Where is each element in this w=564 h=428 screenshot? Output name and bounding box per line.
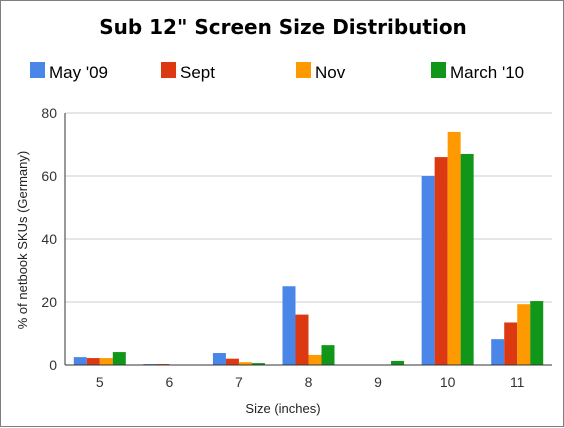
legend-swatch (431, 62, 446, 78)
x-tick-label: 10 (440, 374, 456, 390)
bar (504, 322, 518, 365)
legend-label: Sept (180, 63, 215, 82)
legend-swatch (296, 62, 311, 78)
bar (391, 360, 405, 365)
bar (295, 314, 309, 365)
bar (86, 358, 100, 365)
gridlines (65, 112, 552, 303)
bar (434, 157, 448, 365)
y-tick-label: 40 (41, 231, 57, 247)
bar (251, 363, 265, 365)
bar (238, 362, 252, 365)
x-tick-label: 9 (374, 374, 382, 390)
axes (64, 113, 552, 366)
bar (321, 345, 335, 365)
legend-label: Nov (315, 63, 346, 82)
legend-swatch (161, 62, 176, 78)
bar (112, 352, 126, 365)
legend-item: Sept (161, 62, 215, 82)
y-tick-label: 80 (41, 105, 57, 121)
bar (460, 153, 474, 365)
legend-item: March '10 (431, 62, 524, 82)
x-tick-label: 11 (510, 374, 525, 390)
y-tick-label: 0 (49, 357, 57, 373)
bar (225, 358, 239, 365)
bar (447, 131, 461, 365)
legend-swatch (30, 62, 45, 78)
bar (282, 286, 296, 365)
y-tick-label: 20 (41, 294, 57, 310)
bar (99, 358, 113, 365)
x-tick-label: 7 (235, 374, 243, 390)
bar (308, 354, 322, 365)
bar (73, 357, 87, 365)
bar (517, 304, 531, 365)
x-tick-labels: 5 6 7 8 9 10 11 (96, 374, 525, 390)
bar (491, 339, 505, 365)
legend-item: Nov (296, 62, 346, 82)
legend: May '09 Sept Nov March '10 (30, 62, 524, 82)
legend-item: May '09 (30, 62, 108, 82)
legend-label: May '09 (49, 63, 108, 82)
bar (212, 353, 226, 365)
x-tick-label: 6 (165, 374, 173, 390)
x-tick-label: 8 (305, 374, 313, 390)
y-tick-label: 60 (41, 168, 57, 184)
bar (530, 301, 544, 365)
x-axis-title: Size (inches) (245, 401, 320, 416)
x-tick-label: 5 (96, 374, 104, 390)
y-axis-title: % of netbook SKUs (Germany) (15, 151, 30, 329)
bar (421, 176, 435, 365)
bars (73, 131, 544, 365)
legend-label: March '10 (450, 63, 524, 82)
chart-title: Sub 12" Screen Size Distribution (99, 15, 467, 39)
y-tick-labels: 0 20 40 60 80 (41, 105, 57, 373)
